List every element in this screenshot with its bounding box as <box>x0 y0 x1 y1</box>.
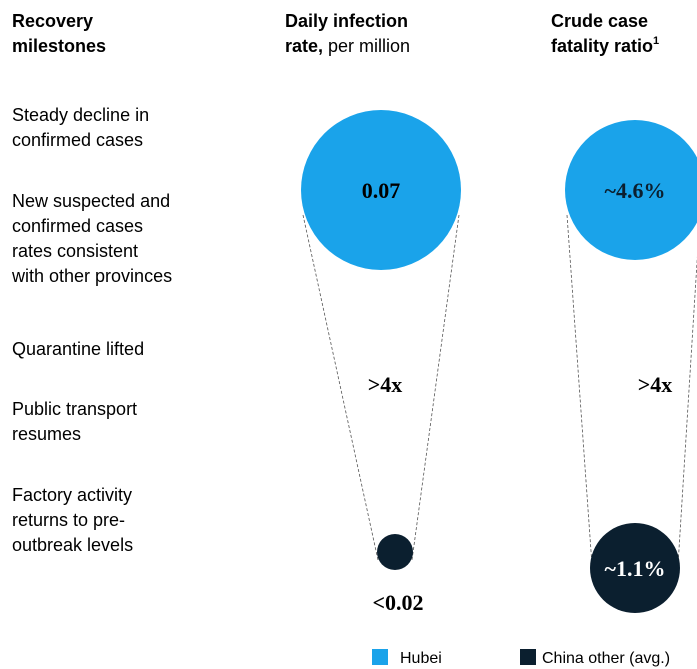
header-normal: per million <box>328 36 410 56</box>
connector <box>566 214 593 566</box>
header-line: fatality ratio1 <box>551 35 659 56</box>
hubei-fatality-circle <box>565 120 697 260</box>
legend-label: Hubei <box>400 650 442 667</box>
connector <box>411 214 460 561</box>
milestone-line: confirmed cases <box>12 216 143 236</box>
connector <box>302 214 379 561</box>
milestone-line: returns to pre- <box>12 510 125 530</box>
header-bold: fatality ratio <box>551 36 653 56</box>
milestone-line: rates consistent <box>12 241 138 261</box>
header-line: Recovery <box>12 11 93 31</box>
other-fatality-circle <box>590 523 680 613</box>
legend-swatch <box>520 649 536 665</box>
connector <box>677 256 697 566</box>
value-label: <0.02 <box>372 590 423 615</box>
header-bold: rate, <box>285 36 323 56</box>
ratio-label: >4x <box>638 372 673 397</box>
hubei-infection-circle <box>301 110 461 270</box>
value-label: ~4.6% <box>605 178 666 203</box>
milestone-line: Steady decline in <box>12 105 149 125</box>
header-line: milestones <box>12 36 106 56</box>
milestone-line: Factory activity <box>12 485 132 505</box>
milestone-line: Quarantine lifted <box>12 339 144 359</box>
legend-swatch <box>372 649 388 665</box>
milestone-line: with other provinces <box>11 266 172 286</box>
milestone-line: Public transport <box>12 399 137 419</box>
value-label: 0.07 <box>362 178 401 203</box>
header-line: Daily infection <box>285 11 408 31</box>
header-line: Crude case <box>551 11 648 31</box>
legend-label: China other (avg.) <box>542 650 670 667</box>
header-sup: 1 <box>653 35 659 47</box>
header-line: rate, per million <box>285 36 410 56</box>
milestone-line: outbreak levels <box>12 535 133 555</box>
other-infection-circle <box>377 534 413 570</box>
milestone-line: New suspected and <box>12 191 170 211</box>
value-label: ~1.1% <box>605 556 666 581</box>
connectors <box>302 214 697 566</box>
ratio-label: >4x <box>368 372 403 397</box>
milestone-line: resumes <box>12 424 81 444</box>
milestone-line: confirmed cases <box>12 130 143 150</box>
